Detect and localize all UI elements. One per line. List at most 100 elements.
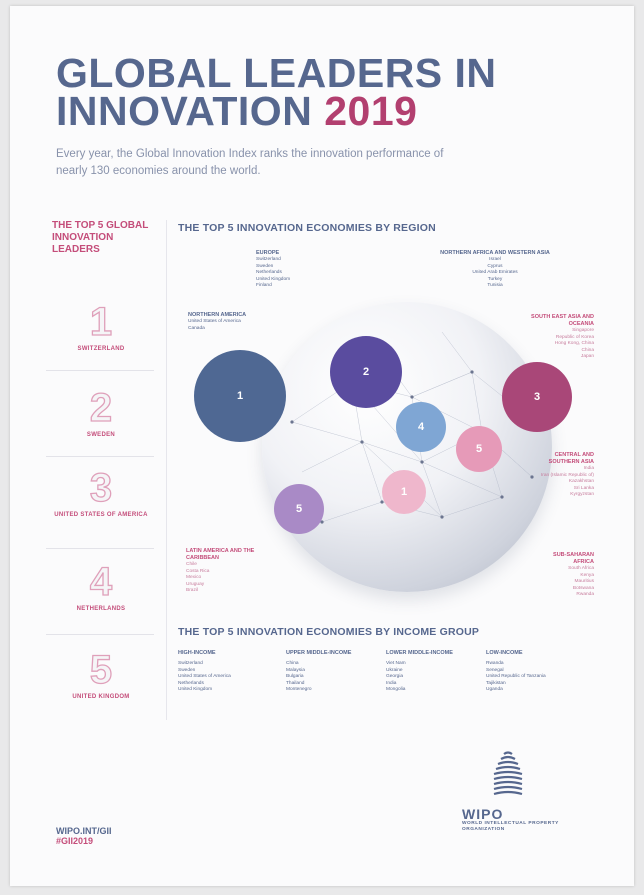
list-item: Canada [188,325,205,331]
list-item: South Africa [568,566,594,571]
rank-number: 4 [89,560,113,604]
list-item: Sweden [178,667,196,673]
footer-link[interactable]: WIPO.INT/GII [56,826,112,836]
list-item: Mexico [186,575,202,580]
region-title: LATIN AMERICA AND THE CARIBBEAN [186,548,255,561]
rank-country: SWITZERLAND [77,346,125,352]
list-item: Chile [186,562,197,567]
region-list: Singapore Republic of Korea Hong Kong, C… [518,328,594,361]
list-item: Mauritius [574,579,594,584]
rank-country: UNITED KINGDOM [72,694,130,700]
list-item: Uganda [486,687,503,692]
bubble-central-asia: 5 [456,426,502,472]
region-title: SOUTH EAST ASIA AND OCEANIA [531,314,594,327]
region-title: CENTRAL AND SOUTHERN ASIA [548,452,594,465]
region-title: EUROPE [256,250,280,256]
divider [46,456,154,457]
list-item: Bulgaria [286,674,304,679]
list-item: Cyprus [487,263,503,269]
region-list: United States of America Canada [188,319,288,332]
region-north-africa: NORTHERN AFRICA AND WESTERN ASIA Israel … [440,250,550,290]
page-title: GLOBAL LEADERS IN INNOVATION 2019 [56,53,576,132]
region-south-east-asia: SOUTH EAST ASIA AND OCEANIA Singapore Re… [518,314,594,361]
list-item: China [581,347,594,353]
region-list: South Africa Kenya Mauritius Botswana Rw… [538,566,594,599]
list-item: Iran (Islamic Republic of) [540,472,594,478]
list-item: India [583,466,594,471]
list-item: Netherlands [178,680,204,686]
income-group-title: HIGH-INCOME [178,650,216,656]
region-europe: EUROPE Switzerland Sweden Netherlands Un… [256,250,346,290]
leaders-heading: THE TOP 5 GLOBAL INNOVATION LEADERS [52,220,149,255]
bubble-latin-america: 5 [274,484,324,534]
list-item: Georgia [386,674,404,679]
list-item: Turkey [487,276,503,282]
list-item: United Kingdom [178,687,213,692]
leader-rank-1: 1 SWITZERLAND [46,300,156,353]
region-list: India Iran (Islamic Republic of) Kazakhs… [536,466,594,499]
footer-hashtag: #GII2019 [56,836,94,846]
wipo-logo-icon [488,746,528,802]
list-item: United States of America [178,674,231,679]
income-group-title: UPPER MIDDLE-INCOME [286,650,352,656]
rank-number: 2 [89,386,113,430]
list-item: Rwanda [486,661,504,666]
title-line-2: INNOVATION 2019 [56,91,576,132]
list-item: Japan [580,354,594,359]
wipo-name: WIPO [462,806,504,822]
wipo-full-name: WORLD INTELLECTUAL PROPERTY ORGANIZATION [462,821,559,832]
income-group-title: LOWER MIDDLE-INCOME [386,650,453,656]
bubble-europe: 2 [330,336,402,408]
income-group-lower-middle: LOWER MIDDLE-INCOME Viet Nam Ukraine Geo… [386,650,486,694]
bubble-south-east-asia: 3 [502,362,572,432]
list-item: Senegal [486,667,504,673]
list-item: Costa Rica [186,568,210,574]
leader-rank-5: 5 UNITED KINGDOM [46,649,156,701]
divider [46,634,154,635]
list-item: Botswana [572,585,594,591]
rank-number: 1 [89,300,113,344]
income-group-upper-middle: UPPER MIDDLE-INCOME China Malaysia Bulga… [286,650,386,694]
list-item: Republic of Korea [555,334,594,340]
column-divider [166,220,167,720]
list-item: United Arab Emirates [472,270,518,275]
region-title: NORTHERN AMERICA [188,312,247,318]
income-group-low: LOW-INCOME Rwanda Senegal United Republi… [486,650,586,694]
title-innovation: INNOVATION [56,88,313,134]
region-central-southern-asia: CENTRAL AND SOUTHERN ASIA India Iran (Is… [536,452,594,499]
list-item: India [386,680,397,686]
list-item: Uruguay [186,581,205,587]
list-item: Sweden [256,263,274,269]
rank-number: 3 [89,466,113,510]
leader-rank-3: 3 UNITED STATES OF AMERICA [46,466,156,519]
list-item: Tajikistan [486,680,506,686]
list-item: Montenegro [286,687,312,692]
list-item: Netherlands [256,270,282,275]
list-item: Ukraine [386,667,403,673]
income-heading: THE TOP 5 INNOVATION ECONOMIES BY INCOME… [178,626,480,638]
list-item: Hong Kong, China [554,341,594,346]
list-item: United Kingdom [256,276,291,282]
title-year: 2019 [324,88,418,134]
list-item: Tunisia [487,283,503,288]
list-item: Mongolia [386,687,406,692]
region-list: Switzerland Sweden Netherlands United Ki… [256,257,346,290]
leader-rank-4: 4 NETHERLANDS [46,560,156,613]
intro-text: Every year, the Global Innovation Index … [56,148,444,177]
list-item: Switzerland [178,661,203,666]
rank-country: SWEDEN [86,432,116,438]
rank-country: NETHERLANDS [76,606,126,612]
list-item: Kazakhstan [568,479,594,484]
region-latin-america: LATIN AMERICA AND THE CARIBBEAN Chile Co… [186,548,276,595]
region-heading: THE TOP 5 INNOVATION ECONOMIES BY REGION [178,222,436,234]
list-item: Singapore [572,328,594,333]
region-title: SUB-SAHARAN AFRICA [553,552,594,565]
list-item: Malaysia [286,667,305,673]
list-item: Finland [256,283,272,288]
list-item: China [286,661,299,666]
income-group-title: LOW-INCOME [486,650,523,656]
list-item: Viet Nam [386,661,406,666]
list-item: Sri Lanka [573,485,594,491]
list-item: Switzerland [256,257,281,262]
bubble-north-africa: 4 [396,402,446,452]
